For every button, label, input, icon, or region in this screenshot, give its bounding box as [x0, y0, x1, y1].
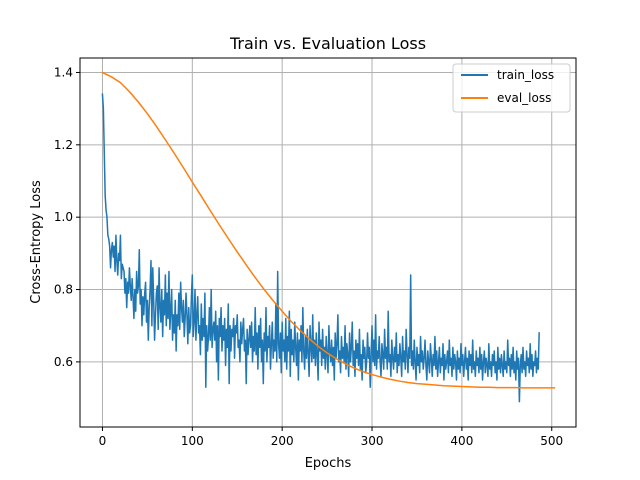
y-tick-label: 1.4: [54, 65, 73, 79]
x-tick-label: 500: [540, 434, 563, 448]
plot-frame: [79, 57, 577, 428]
axis-ticks: 0 100 200 300 400 500 0.6 0.8 1.0 1.2 1.4: [54, 65, 563, 448]
x-tick-label: 100: [181, 434, 204, 448]
x-tick-label: 400: [450, 434, 473, 448]
y-axis-label: Cross-Entropy Loss: [29, 180, 44, 304]
x-axis-label: Epochs: [305, 456, 352, 471]
series-line-train-loss: [101, 93, 540, 403]
x-tick-label: 300: [361, 434, 384, 448]
legend-label-eval: eval_loss: [497, 91, 551, 105]
x-tick-label: 0: [99, 434, 107, 448]
y-tick-label: 0.8: [54, 283, 73, 297]
series-line-eval-loss: [101, 71, 556, 389]
x-tick-label: 200: [271, 434, 294, 448]
legend: train_loss eval_loss: [452, 63, 571, 113]
y-tick-label: 0.6: [54, 355, 73, 369]
legend-label-train: train_loss: [497, 68, 554, 82]
y-tick-label: 1.0: [54, 210, 73, 224]
chart-title: Train vs. Evaluation Loss: [229, 34, 426, 53]
grid: [80, 58, 576, 427]
series-lines: [101, 71, 556, 403]
y-tick-label: 1.2: [54, 138, 73, 152]
